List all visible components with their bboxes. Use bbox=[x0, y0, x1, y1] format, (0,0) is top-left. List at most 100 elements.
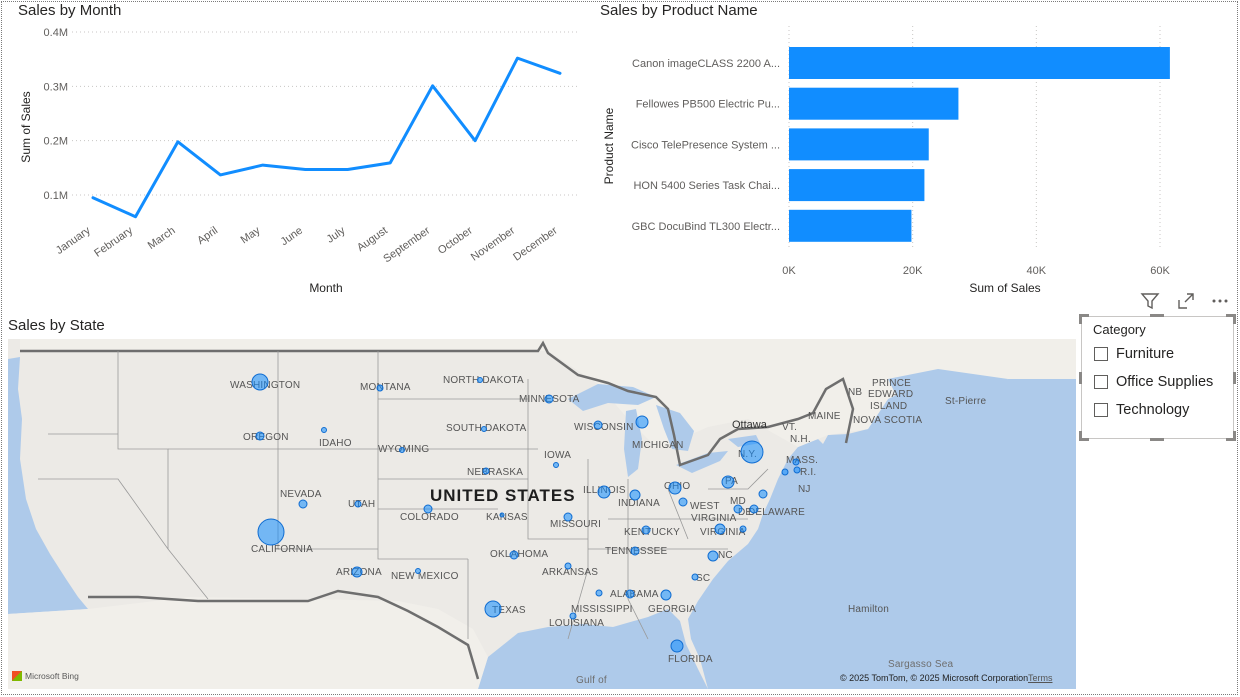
state-sales-bubble[interactable] bbox=[564, 562, 572, 570]
state-sales-bubble[interactable] bbox=[255, 431, 265, 441]
state-sales-bubble[interactable] bbox=[298, 499, 308, 509]
state-sales-bubble[interactable] bbox=[423, 504, 433, 514]
state-sales-bubble[interactable] bbox=[691, 573, 699, 581]
line-x-tick-label: June bbox=[279, 225, 305, 249]
state-sales-bubble[interactable] bbox=[595, 589, 603, 597]
state-sales-bubble[interactable] bbox=[597, 485, 611, 499]
state-sales-bubble[interactable] bbox=[251, 373, 269, 391]
state-sales-bubble[interactable] bbox=[553, 462, 559, 468]
resize-handle[interactable] bbox=[1079, 438, 1089, 441]
map-terms-link[interactable]: Terms bbox=[1028, 673, 1053, 683]
state-sales-bubble[interactable] bbox=[630, 546, 640, 556]
state-sales-bubble[interactable] bbox=[354, 500, 362, 508]
state-sales-bubble[interactable] bbox=[793, 466, 801, 474]
state-sales-bubble[interactable] bbox=[625, 589, 635, 599]
slicer-item-furniture[interactable]: Furniture bbox=[1094, 343, 1174, 365]
gulf-of-mexico bbox=[478, 609, 708, 689]
state-sales-bubble[interactable] bbox=[376, 384, 384, 392]
place-label-gulf-of: Gulf of bbox=[576, 675, 607, 686]
bing-attribution: Microsoft Bing bbox=[12, 671, 79, 681]
state-sales-bubble[interactable] bbox=[563, 512, 573, 522]
state-sales-bubble[interactable] bbox=[629, 489, 641, 501]
state-sales-bubble[interactable] bbox=[678, 497, 688, 507]
state-sales-bubble[interactable] bbox=[257, 518, 285, 546]
state-sales-bubble[interactable] bbox=[321, 427, 327, 433]
bar-product-1[interactable] bbox=[789, 47, 1170, 79]
state-label: MICHIGAN bbox=[632, 440, 684, 451]
place-label-hamilton: Hamilton bbox=[848, 604, 889, 615]
resize-handle[interactable] bbox=[1150, 438, 1164, 441]
state-sales-bubble[interactable] bbox=[482, 467, 490, 475]
state-sales-bubble[interactable] bbox=[641, 525, 651, 535]
slicer-item-technology[interactable]: Technology bbox=[1094, 399, 1189, 421]
state-sales-bubble[interactable] bbox=[668, 481, 682, 495]
slicer-item-office-supplies[interactable]: Office Supplies bbox=[1094, 371, 1213, 393]
bar-category-label: GBC DocuBind TL300 Electr... bbox=[632, 221, 780, 233]
state-label: TEXAS bbox=[492, 605, 526, 616]
line-x-tick-label: March bbox=[146, 225, 178, 252]
state-label: NEVADA bbox=[280, 489, 322, 500]
more-options-icon[interactable] bbox=[1208, 289, 1232, 313]
state-sales-bubble[interactable] bbox=[739, 525, 747, 533]
state-sales-bubble[interactable] bbox=[714, 523, 726, 535]
sales-bubbles[interactable] bbox=[251, 373, 801, 653]
bar-product-5[interactable] bbox=[789, 209, 912, 242]
map-copyright: © 2025 TomTom, © 2025 Microsoft Corporat… bbox=[840, 673, 1029, 683]
state-sales-bubble[interactable] bbox=[781, 468, 789, 476]
line-series-sales[interactable] bbox=[91, 56, 562, 219]
focus-mode-icon[interactable] bbox=[1174, 289, 1198, 313]
line-y-tick-label: 0.3M bbox=[44, 81, 68, 93]
state-sales-bubble[interactable] bbox=[484, 600, 502, 618]
resize-handle[interactable] bbox=[1079, 314, 1082, 324]
state-label: COLORADO bbox=[400, 512, 459, 523]
line-x-tick-label: January bbox=[54, 224, 93, 257]
state-sales-bubble[interactable] bbox=[733, 504, 743, 514]
line-x-tick-label: November bbox=[469, 224, 518, 263]
bar-product-4[interactable] bbox=[789, 169, 925, 202]
state-sales-bubble[interactable] bbox=[477, 377, 483, 383]
resize-handle[interactable] bbox=[1079, 314, 1089, 317]
state-sales-bubble[interactable] bbox=[593, 420, 603, 430]
resize-handle[interactable] bbox=[1226, 438, 1236, 441]
state-sales-bubble[interactable] bbox=[721, 475, 735, 489]
state-label: KANSAS bbox=[486, 512, 528, 523]
state-sales-bubble[interactable] bbox=[660, 589, 672, 601]
bar-chart[interactable]: Canon imageCLASS 2200 A... Fellowes PB500… bbox=[590, 0, 1230, 300]
line-x-tick-label: July bbox=[325, 224, 348, 245]
state-sales-bubble[interactable] bbox=[749, 504, 759, 514]
bar-product-2[interactable] bbox=[789, 87, 959, 120]
bar-product-3[interactable] bbox=[789, 128, 929, 161]
line-x-tick-label: August bbox=[355, 225, 390, 254]
resize-handle[interactable] bbox=[1079, 372, 1082, 384]
state-sales-bubble[interactable] bbox=[740, 440, 764, 464]
resize-handle[interactable] bbox=[1233, 314, 1236, 324]
checkbox[interactable] bbox=[1094, 347, 1108, 361]
state-sales-bubble[interactable] bbox=[707, 550, 719, 562]
resize-handle[interactable] bbox=[1233, 431, 1236, 441]
state-sales-bubble[interactable] bbox=[792, 458, 800, 466]
checkbox[interactable] bbox=[1094, 403, 1108, 417]
state-sales-bubble[interactable] bbox=[509, 550, 519, 560]
state-sales-bubble[interactable] bbox=[635, 415, 649, 429]
filter-icon[interactable] bbox=[1138, 289, 1162, 313]
checkbox[interactable] bbox=[1094, 375, 1108, 389]
state-label: MASS. bbox=[786, 455, 818, 466]
state-sales-bubble[interactable] bbox=[481, 426, 487, 432]
state-sales-bubble[interactable] bbox=[399, 447, 405, 453]
state-sales-bubble[interactable] bbox=[670, 639, 684, 653]
line-chart[interactable]: 0.1M 0.2M 0.3M 0.4M January February March Apr… bbox=[0, 0, 590, 300]
resize-handle[interactable] bbox=[1079, 431, 1082, 441]
resize-handle[interactable] bbox=[1226, 314, 1236, 317]
state-sales-bubble[interactable] bbox=[569, 612, 577, 620]
lake-huron bbox=[656, 405, 694, 451]
state-label: DE bbox=[738, 507, 752, 518]
state-sales-bubble[interactable] bbox=[351, 566, 363, 578]
sales-by-state-map[interactable]: UNITED STATES WASHINGTONMONTANANORTH DAK… bbox=[8, 339, 1076, 689]
resize-handle[interactable] bbox=[1233, 372, 1236, 384]
state-sales-bubble[interactable] bbox=[415, 568, 421, 574]
line-x-axis-title: Month bbox=[309, 281, 342, 295]
state-sales-bubble[interactable] bbox=[758, 489, 768, 499]
state-sales-bubble[interactable] bbox=[499, 512, 505, 518]
state-sales-bubble[interactable] bbox=[544, 394, 554, 404]
resize-handle[interactable] bbox=[1150, 314, 1164, 317]
